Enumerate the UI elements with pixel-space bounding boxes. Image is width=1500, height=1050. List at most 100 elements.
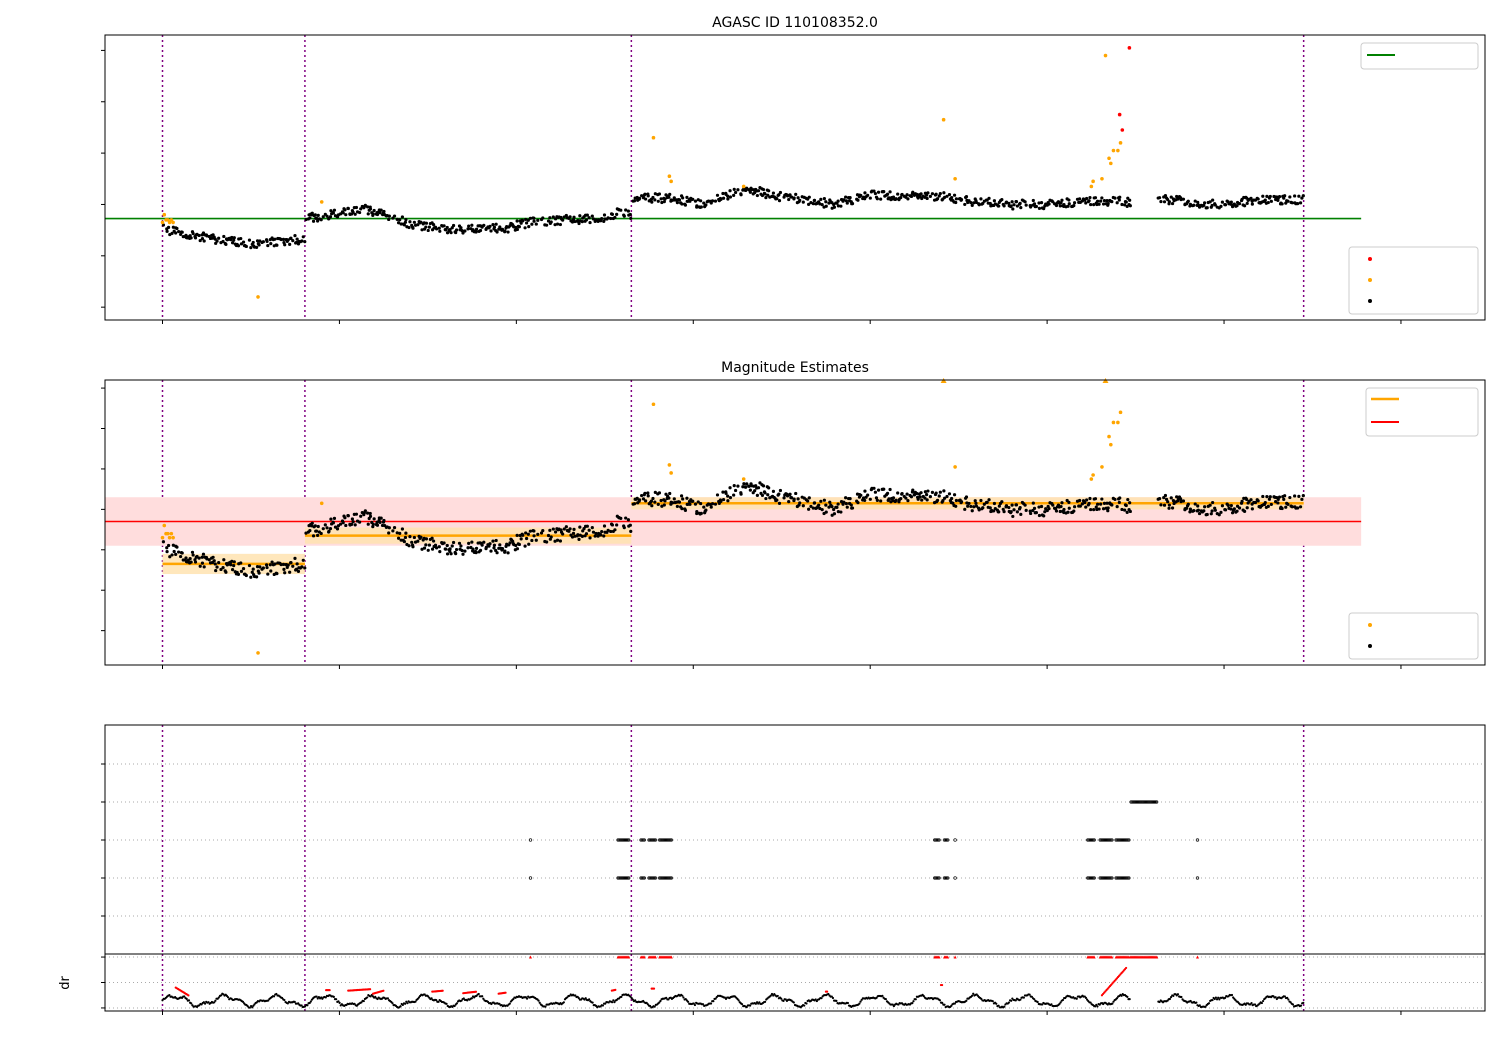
ok-point — [845, 201, 849, 205]
dr-point — [995, 1002, 998, 1005]
ok-point — [1010, 200, 1014, 204]
ok-point — [1047, 507, 1051, 511]
ok-point — [1181, 197, 1186, 201]
ok-point — [517, 542, 521, 547]
ok-point — [1032, 506, 1037, 510]
ok-point — [180, 551, 184, 555]
flag-marker — [617, 838, 621, 842]
ok-point — [1058, 204, 1062, 208]
flag-marker — [1087, 876, 1091, 880]
dr-point — [338, 1001, 341, 1005]
ok-point — [426, 548, 430, 552]
ok-point — [721, 196, 726, 200]
highlighted-point — [1116, 148, 1120, 153]
dr-point — [1291, 1003, 1295, 1006]
ok-point — [319, 531, 323, 536]
ok-point — [1171, 499, 1176, 503]
ok-point — [1269, 199, 1273, 203]
ok-point — [606, 528, 610, 532]
ok-point — [728, 189, 732, 193]
ok-point — [1019, 512, 1023, 516]
ok-point — [1163, 194, 1168, 198]
highlighted-point — [319, 200, 324, 204]
flag-marker — [616, 838, 620, 842]
dr-point — [709, 1002, 713, 1005]
ok-point — [515, 547, 519, 551]
highlighted-point — [651, 135, 656, 140]
ok-point — [732, 493, 736, 497]
ok-point — [463, 549, 467, 553]
flag-marker — [1154, 800, 1159, 804]
ok-point — [719, 499, 723, 504]
ok-point — [844, 195, 848, 199]
ok-point — [1087, 501, 1091, 506]
ok-point — [675, 200, 679, 205]
ok-point — [778, 488, 783, 493]
ok-point — [491, 223, 495, 227]
ok-point — [787, 197, 791, 202]
ok-point — [696, 500, 700, 504]
ok-point — [1102, 199, 1107, 203]
ok-point — [934, 192, 938, 196]
flag-marker — [622, 876, 627, 880]
ok-point — [856, 501, 860, 505]
ok-point — [1009, 204, 1013, 208]
ok-point — [739, 193, 743, 197]
ok-point — [615, 212, 619, 216]
ok-point — [407, 544, 411, 548]
ok-point — [1059, 504, 1063, 509]
ok-point — [539, 531, 544, 535]
ok-point — [568, 215, 572, 219]
ok-point — [819, 499, 823, 503]
ok-point — [301, 235, 305, 239]
dr-red-point — [1125, 966, 1128, 970]
ok-point — [358, 520, 362, 524]
flag-marker — [943, 838, 948, 842]
ok-point — [1009, 510, 1013, 514]
ok-point — [1253, 500, 1258, 505]
ok-point — [1037, 513, 1042, 518]
highlighted-point — [667, 174, 672, 179]
dr-point — [220, 994, 223, 997]
ok-point — [454, 547, 459, 552]
ok-point — [1124, 503, 1128, 508]
ok-point — [591, 530, 596, 534]
flag-marker — [1105, 838, 1110, 842]
ok-point — [1106, 509, 1110, 513]
ok-point — [845, 505, 849, 509]
ok-point — [937, 194, 941, 198]
ok-point — [1300, 196, 1304, 200]
ok-point — [866, 193, 870, 198]
ok-point — [454, 552, 458, 556]
ok-point — [261, 240, 265, 244]
ok-point — [916, 497, 920, 501]
flag-marker — [662, 876, 666, 880]
ok-point — [1073, 505, 1077, 509]
flag-marker — [660, 838, 664, 842]
ok-point — [1232, 507, 1236, 511]
ok-point — [189, 236, 193, 240]
highlighted-point — [1089, 477, 1094, 481]
ok-point — [868, 196, 872, 200]
ok-point — [763, 192, 767, 196]
ok-point — [942, 489, 946, 493]
flag-marker — [933, 838, 937, 842]
ok-point — [1059, 201, 1063, 205]
flag-marker — [665, 838, 669, 842]
ok-point — [170, 553, 174, 557]
dr-point — [1003, 1005, 1006, 1008]
ok-point — [392, 526, 397, 530]
dr-point — [214, 999, 217, 1002]
dr-point — [792, 1001, 795, 1004]
ok-point — [1245, 506, 1249, 510]
ok-point — [1208, 503, 1212, 507]
ok-point — [947, 192, 952, 197]
ok-point — [1023, 200, 1027, 204]
ok-point — [1093, 497, 1098, 501]
ok-point — [941, 499, 945, 503]
ok-point — [594, 531, 598, 536]
ok-point — [876, 190, 881, 194]
flag-marker — [653, 876, 658, 880]
ok-point — [624, 208, 628, 212]
highlighted-point — [166, 218, 170, 222]
